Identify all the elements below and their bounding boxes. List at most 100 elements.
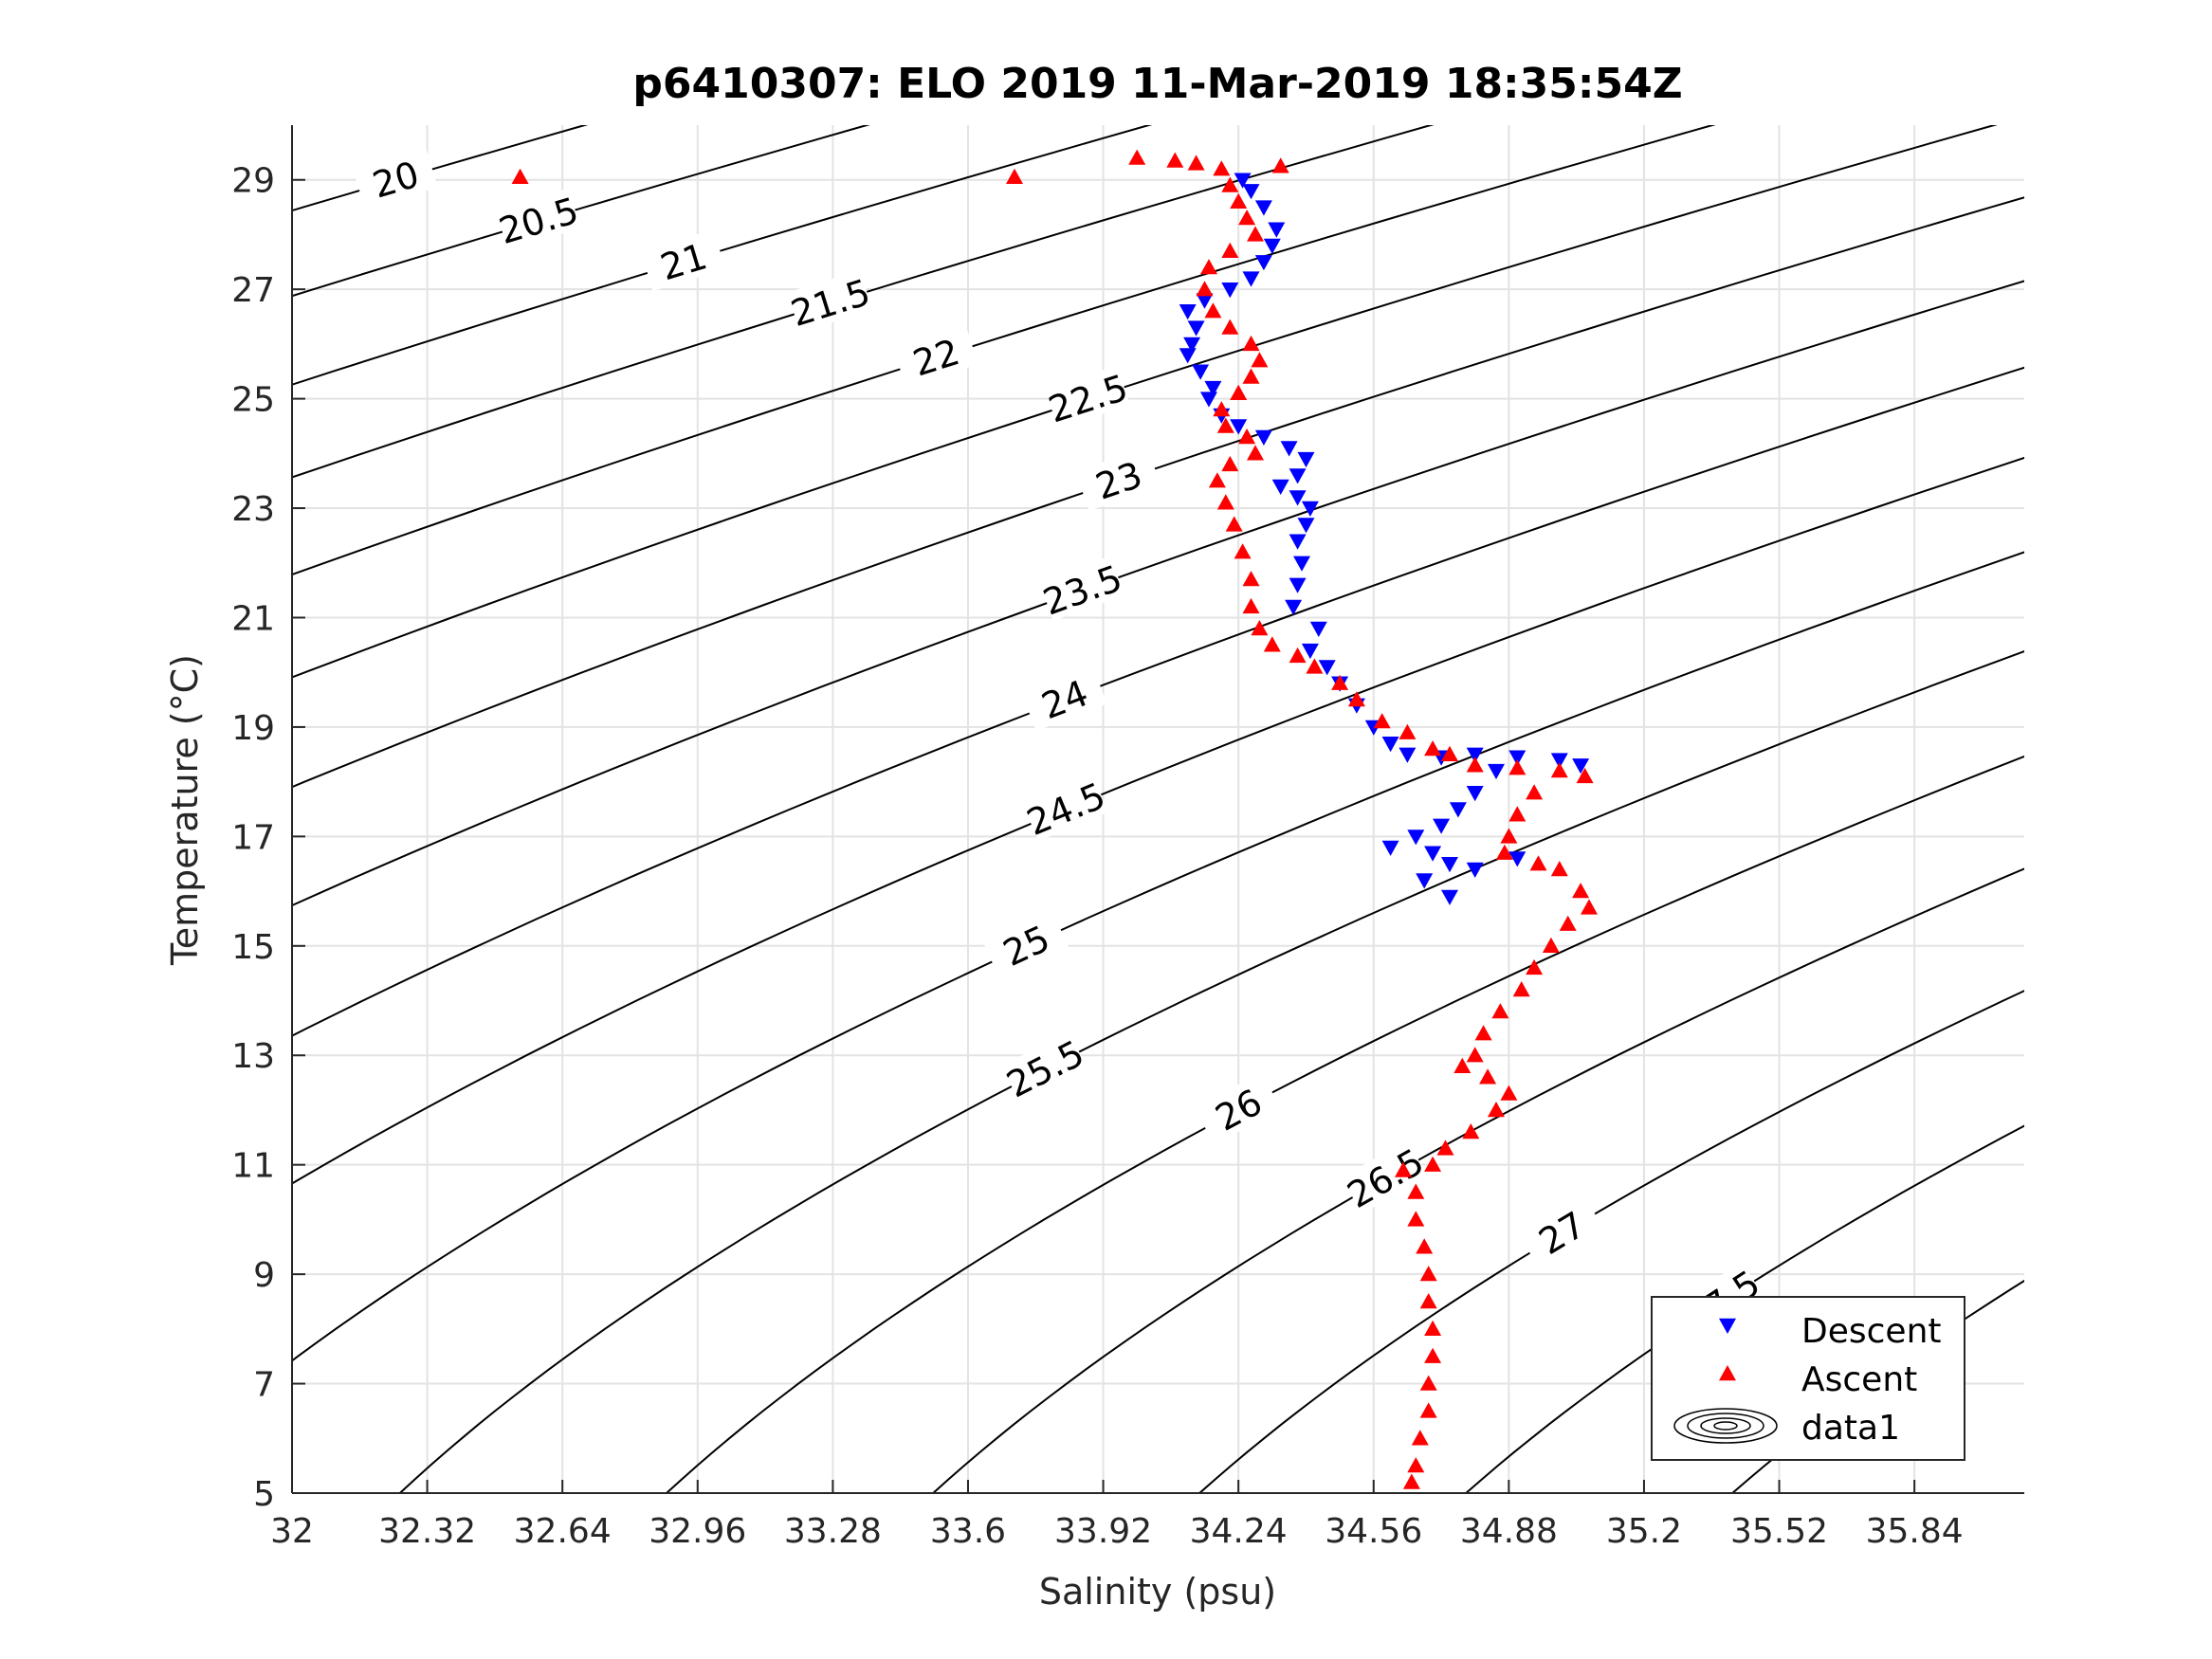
ascent-point xyxy=(1200,259,1217,275)
x-tick-label: 35.84 xyxy=(1866,1512,1964,1551)
ascent-point xyxy=(1407,1211,1425,1227)
ascent-point xyxy=(1263,636,1281,652)
ascent-point xyxy=(1436,1139,1454,1156)
descent-point xyxy=(1221,283,1239,299)
descent-point xyxy=(1200,392,1217,408)
density-contour xyxy=(292,125,1716,576)
ascent-point xyxy=(1508,759,1526,775)
y-tick-label: 21 xyxy=(231,599,275,638)
ascent-point xyxy=(1466,757,1484,773)
density-contour xyxy=(292,280,2024,907)
axes xyxy=(291,125,2024,1494)
descent-point xyxy=(1407,830,1425,846)
descent-point xyxy=(1381,737,1399,753)
y-tick-label: 25 xyxy=(231,381,275,420)
ascent-point xyxy=(1247,445,1264,461)
ascent-point xyxy=(1213,401,1231,417)
descent-point xyxy=(1318,660,1336,676)
descent-point xyxy=(1271,479,1289,495)
ascent-point xyxy=(1216,494,1234,510)
descent-point xyxy=(1433,818,1451,834)
descent-point xyxy=(1254,255,1272,271)
ascent-point xyxy=(1128,149,1146,165)
ascent-point xyxy=(1242,571,1260,587)
descent-point xyxy=(1416,873,1434,889)
ascent-point xyxy=(1006,168,1023,184)
descent-point xyxy=(1309,621,1327,637)
ascent-point xyxy=(1204,302,1222,319)
descent-point xyxy=(1297,451,1315,468)
y-tick-label: 11 xyxy=(231,1147,275,1186)
ascent-point xyxy=(1453,1057,1472,1073)
descent-point xyxy=(1550,753,1568,769)
descent-point xyxy=(1508,750,1526,766)
ascent-point xyxy=(1508,806,1526,822)
ascent-point xyxy=(1550,762,1568,778)
legend: Descent Ascent data1 xyxy=(1651,1296,1965,1461)
descent-point xyxy=(1254,200,1272,216)
density-contour xyxy=(398,650,2024,1493)
chart-title: p6410307: ELO 2019 11-Mar-2019 18:35:54Z xyxy=(632,60,1682,108)
descent-point xyxy=(1381,840,1399,856)
descent-point xyxy=(1488,763,1505,780)
descent-point xyxy=(1289,534,1307,550)
density-contour xyxy=(292,366,2024,1037)
descent-point xyxy=(1441,889,1458,905)
x-tick-label: 34.88 xyxy=(1460,1512,1558,1551)
ascent-point xyxy=(1234,543,1252,559)
ascent-point xyxy=(1572,883,1590,899)
density-contour xyxy=(292,125,1435,479)
tick-labels: 32 32.32 32.64 32.96 33.28 33.6 33.92 34.24 34.5… xyxy=(231,162,1963,1551)
y-tick-label: 5 xyxy=(253,1475,275,1514)
ascent-point xyxy=(1196,281,1214,297)
legend-contour-icon xyxy=(1700,1417,1751,1434)
descent-point xyxy=(1289,468,1307,484)
descent-point xyxy=(1301,643,1319,660)
descent-point xyxy=(1297,518,1315,534)
legend-label-descent: Descent xyxy=(1801,1312,1942,1351)
ascent-point xyxy=(1474,1025,1492,1041)
ascent-point xyxy=(1251,352,1269,368)
ascent-point xyxy=(1419,1402,1437,1418)
plot-area xyxy=(292,125,2024,1493)
ascent-point xyxy=(1247,226,1264,242)
ascent-point xyxy=(1488,1102,1505,1118)
descent-point xyxy=(1192,364,1210,380)
legend-contour-icon xyxy=(1687,1413,1764,1439)
ascent-point xyxy=(1542,937,1560,953)
descent-point xyxy=(1424,846,1442,862)
ascent-point xyxy=(1230,384,1248,400)
descent-point xyxy=(1187,320,1205,337)
descent-point xyxy=(1179,304,1197,320)
descent-point xyxy=(1572,758,1590,775)
descent-point xyxy=(1179,348,1197,364)
x-tick-label: 33.28 xyxy=(784,1512,882,1551)
x-tick-label: 32.32 xyxy=(378,1512,476,1551)
ascent-point xyxy=(1500,1085,1518,1101)
ascent-point xyxy=(1242,335,1260,352)
ascent-point xyxy=(1411,1430,1429,1446)
y-tick-label: 19 xyxy=(231,709,275,748)
descent-point xyxy=(1268,222,1286,238)
y-tick-label: 17 xyxy=(231,818,275,857)
ascent-point xyxy=(1424,740,1442,757)
descent-point xyxy=(1301,501,1319,517)
y-tick-label: 15 xyxy=(231,928,275,967)
x-tick-label: 32.64 xyxy=(514,1512,612,1551)
ascent-point xyxy=(1526,784,1544,800)
legend-box xyxy=(1651,1296,1965,1461)
ascent-point xyxy=(1242,597,1260,614)
density-contour xyxy=(1730,1279,2024,1493)
legend-contour-icon xyxy=(1713,1421,1738,1431)
density-contour xyxy=(292,196,2024,789)
x-tick-label: 34.24 xyxy=(1190,1512,1288,1551)
ascent-point xyxy=(1398,723,1417,739)
ascent-point xyxy=(1208,472,1226,488)
descent-point xyxy=(1254,429,1272,446)
ascent-point xyxy=(1238,428,1256,445)
descent-point xyxy=(1289,490,1307,506)
ascent-point xyxy=(1221,242,1239,258)
ascent-point xyxy=(1581,899,1598,915)
legend-label-data1: data1 xyxy=(1801,1409,1900,1448)
ascent-point xyxy=(1479,1068,1497,1085)
